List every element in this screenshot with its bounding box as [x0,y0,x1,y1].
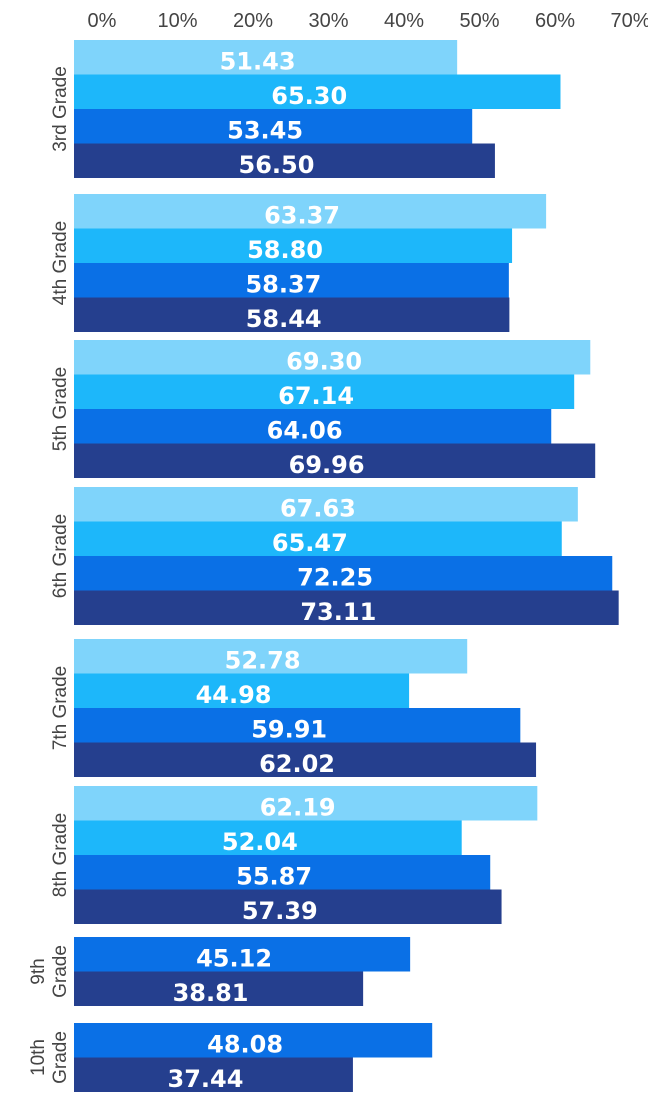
bar [74,143,495,178]
category-label: 3rd Grade [50,66,71,152]
bar [74,443,596,478]
category-label: 9thGrade [28,945,71,998]
grade-group: 67.63 65.47 72.25 73.11 6th Grade [50,487,619,626]
x-tick-label: 70% [610,10,648,32]
category-label-line: Grade [50,945,71,998]
bar [74,109,473,144]
grade-group: 52.78 44.98 59.91 62.02 7th Grade [50,639,537,778]
bar-value-label: 53.45 [227,117,303,145]
bar [74,889,502,924]
bar-value-label: 52.78 [225,647,301,675]
x-axis-ticks: 0% 10% 20% 30% 40% 50% 60% 70% [88,10,648,32]
bar-value-label: 44.98 [196,681,272,709]
bar [74,639,468,674]
bar [74,673,410,708]
bar-value-label: 56.50 [239,151,315,179]
bar [74,742,537,777]
bar-value-label: 58.80 [247,236,323,264]
bar-value-label: 58.44 [246,305,322,333]
category-label: 7th Grade [50,666,71,751]
bar-value-label: 37.44 [168,1065,244,1093]
bar-value-label: 65.30 [271,82,347,110]
category-label: 5th Grade [50,367,71,452]
bar [74,820,462,855]
category-label: 8th Grade [50,813,71,898]
bar-value-label: 59.91 [251,716,327,744]
x-tick-label: 40% [384,10,424,32]
bar-value-label: 72.25 [297,564,373,592]
x-tick-label: 10% [157,10,197,32]
grade-group: 48.08 37.44 10thGrade [28,1023,433,1093]
bar-groups: 51.43 65.30 53.45 56.50 3rd Grade 63.37 58.80 5… [28,40,619,1093]
bar [74,1057,353,1092]
category-label-line: Grade [50,1031,71,1084]
bar [74,786,538,821]
bar [74,194,547,229]
bar-value-label: 57.39 [242,897,318,925]
grade-group: 62.19 52.04 55.87 57.39 8th Grade [50,786,538,925]
bar-value-label: 48.08 [207,1031,283,1059]
bar [74,409,552,444]
category-label-line: 9th [28,958,49,984]
bar-value-label: 55.87 [236,863,312,891]
bar [74,1023,433,1058]
bar [74,40,458,75]
bar-value-label: 51.43 [220,48,296,76]
bar [74,228,513,263]
bar-value-label: 52.04 [222,828,298,856]
bar [74,487,578,522]
bar-value-label: 69.30 [286,348,362,376]
bar [74,708,521,743]
grade-group: 51.43 65.30 53.45 56.50 3rd Grade [50,40,561,179]
grade-group: 69.30 67.14 64.06 69.96 5th Grade [50,340,596,479]
grade-group: 63.37 58.80 58.37 58.44 4th Grade [50,194,547,333]
bar [74,556,613,591]
bar-value-label: 67.14 [278,382,354,410]
x-tick-label: 20% [233,10,273,32]
bar-value-label: 67.63 [280,495,356,523]
category-label: 4th Grade [50,221,71,306]
grade-group: 45.12 38.81 9thGrade [28,937,411,1007]
bar-value-label: 73.11 [300,598,376,626]
bar [74,297,510,332]
bar [74,340,591,375]
bar [74,263,509,298]
bar [74,855,491,890]
bar-value-label: 64.06 [267,417,343,445]
bar-value-label: 65.47 [272,529,348,557]
bar [74,521,562,556]
bar-value-label: 38.81 [173,979,249,1007]
bar [74,971,364,1006]
bar-value-label: 58.37 [245,271,321,299]
bar [74,74,561,109]
category-label-line: 10th [28,1039,49,1076]
bar-value-label: 62.19 [260,794,336,822]
x-tick-label: 0% [88,10,117,32]
category-label: 6th Grade [50,514,71,599]
bar [74,937,411,972]
x-tick-label: 50% [459,10,499,32]
bar [74,374,575,409]
bar-value-label: 63.37 [264,202,340,230]
x-tick-label: 60% [535,10,575,32]
bar-value-label: 45.12 [196,945,272,973]
bar-value-label: 69.96 [289,451,365,479]
bar-value-label: 62.02 [259,750,335,778]
x-tick-label: 30% [308,10,348,32]
bar [74,590,619,625]
category-label: 10thGrade [28,1031,71,1084]
